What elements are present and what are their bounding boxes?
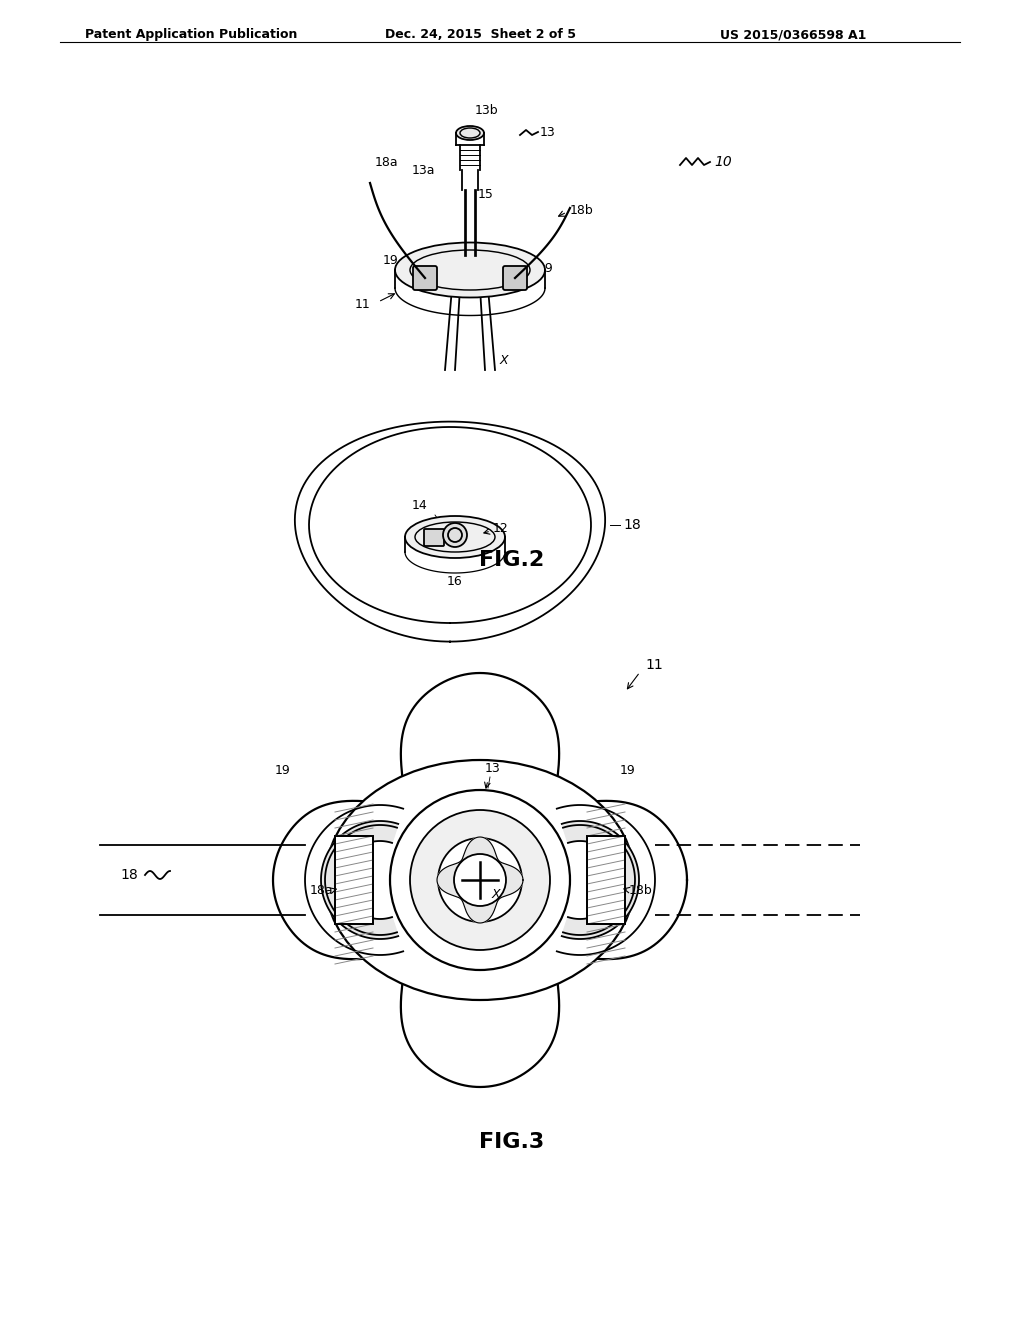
Text: 15: 15 [478, 189, 494, 202]
Text: FIG.2: FIG.2 [479, 550, 545, 570]
Text: 19: 19 [620, 763, 636, 776]
Text: 11: 11 [354, 298, 370, 312]
Polygon shape [562, 821, 639, 939]
Circle shape [443, 523, 467, 546]
Text: 18a: 18a [309, 883, 333, 896]
Text: Patent Application Publication: Patent Application Publication [85, 28, 297, 41]
Text: US 2015/0366598 A1: US 2015/0366598 A1 [720, 28, 866, 41]
Circle shape [410, 810, 550, 950]
FancyBboxPatch shape [413, 267, 437, 290]
Text: 19: 19 [382, 253, 398, 267]
Bar [335, 836, 373, 924]
Text: 19: 19 [275, 763, 291, 776]
Polygon shape [295, 421, 605, 642]
Polygon shape [273, 673, 687, 1086]
Circle shape [454, 854, 506, 906]
Polygon shape [321, 821, 398, 939]
Text: 12: 12 [493, 523, 509, 536]
Polygon shape [437, 837, 523, 923]
Ellipse shape [325, 760, 635, 1001]
Text: 14: 14 [412, 499, 427, 512]
Text: X: X [492, 888, 501, 902]
Text: Dec. 24, 2015  Sheet 2 of 5: Dec. 24, 2015 Sheet 2 of 5 [385, 28, 575, 41]
Text: 18b: 18b [629, 883, 652, 896]
FancyBboxPatch shape [503, 267, 527, 290]
Circle shape [390, 789, 570, 970]
Text: 10: 10 [714, 154, 732, 169]
Text: 16: 16 [447, 576, 463, 587]
Text: 18: 18 [120, 869, 138, 882]
Bar [335, 836, 373, 924]
Text: 13: 13 [485, 762, 501, 775]
Text: 13a: 13a [412, 164, 435, 177]
Bar [587, 836, 625, 924]
Text: FIG.3: FIG.3 [479, 1133, 545, 1152]
Text: 13: 13 [540, 127, 556, 140]
Circle shape [438, 838, 522, 921]
FancyBboxPatch shape [424, 529, 444, 546]
Text: 11: 11 [645, 657, 663, 672]
Text: 18a: 18a [375, 156, 398, 169]
Bar [587, 836, 625, 924]
Text: 18: 18 [623, 517, 641, 532]
Ellipse shape [456, 125, 484, 140]
Ellipse shape [406, 516, 505, 558]
Ellipse shape [395, 243, 545, 297]
Text: X: X [500, 354, 509, 367]
Text: 13b: 13b [475, 104, 499, 117]
Text: 18b: 18b [570, 203, 594, 216]
Text: 19: 19 [538, 261, 554, 275]
